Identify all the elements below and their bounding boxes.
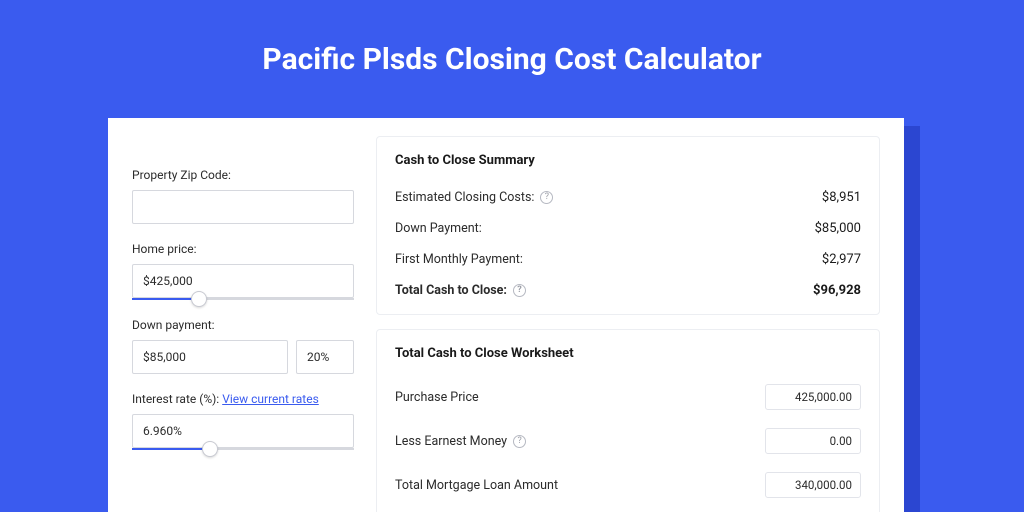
zip-input[interactable] (132, 190, 354, 224)
summary-row-label: Estimated Closing Costs: (395, 190, 534, 205)
summary-row-value: $2,977 (822, 252, 861, 267)
summary-total-value: $96,928 (813, 283, 861, 298)
summary-row-label: First Monthly Payment: (395, 252, 523, 267)
down-payment-input[interactable] (132, 340, 288, 374)
worksheet-row-label: Purchase Price (395, 390, 479, 405)
purchase-price-input[interactable] (765, 384, 861, 410)
interest-rate-field-group: Interest rate (%): View current rates (132, 392, 354, 450)
worksheet-title: Total Cash to Close Worksheet (395, 346, 861, 361)
home-price-slider[interactable] (132, 298, 354, 300)
home-price-input[interactable] (132, 264, 354, 298)
worksheet-row: Less Earnest Money ? (395, 419, 861, 463)
page: Pacific Plsds Closing Cost Calculator Pr… (0, 0, 1024, 512)
interest-rate-label: Interest rate (%): View current rates (132, 392, 354, 406)
help-icon[interactable]: ? (513, 284, 526, 297)
summary-total-row: Total Cash to Close: ? $96,928 (395, 275, 861, 306)
earnest-money-input[interactable] (765, 428, 861, 454)
interest-rate-input[interactable] (132, 414, 354, 448)
worksheet-row: Purchase Price (395, 375, 861, 419)
worksheet-row-label: Less Earnest Money (395, 434, 507, 449)
view-rates-link[interactable]: View current rates (222, 392, 319, 406)
inputs-column: Property Zip Code: Home price: Down paym… (132, 136, 354, 500)
summary-total-label: Total Cash to Close: (395, 283, 507, 298)
summary-row-label: Down Payment: (395, 221, 482, 236)
summary-title: Cash to Close Summary (395, 153, 861, 168)
down-payment-field-group: Down payment: (132, 318, 354, 374)
worksheet-row: Total Mortgage Loan Amount (395, 463, 861, 507)
interest-rate-slider-fill (132, 448, 210, 450)
summary-row: First Monthly Payment: $2,977 (395, 244, 861, 275)
interest-rate-slider[interactable] (132, 448, 354, 450)
summary-row-value: $85,000 (815, 221, 861, 236)
home-price-field-group: Home price: (132, 242, 354, 300)
home-price-slider-fill (132, 298, 199, 300)
interest-rate-label-text: Interest rate (%): (132, 392, 222, 406)
results-column: Cash to Close Summary Estimated Closing … (376, 136, 880, 500)
summary-row: Down Payment: $85,000 (395, 213, 861, 244)
help-icon[interactable]: ? (540, 191, 553, 204)
zip-label: Property Zip Code: (132, 168, 354, 182)
down-payment-label: Down payment: (132, 318, 354, 332)
summary-row-value: $8,951 (822, 190, 861, 205)
help-icon[interactable]: ? (513, 435, 526, 448)
page-title: Pacific Plsds Closing Cost Calculator (0, 0, 1024, 107)
home-price-label: Home price: (132, 242, 354, 256)
mortgage-loan-input[interactable] (765, 472, 861, 498)
worksheet-panel: Total Cash to Close Worksheet Purchase P… (376, 329, 880, 512)
interest-rate-slider-thumb[interactable] (202, 441, 218, 457)
summary-row: Estimated Closing Costs: ? $8,951 (395, 182, 861, 213)
down-payment-pct-input[interactable] (296, 340, 354, 374)
zip-field-group: Property Zip Code: (132, 168, 354, 224)
worksheet-row-label: Total Mortgage Loan Amount (395, 478, 558, 493)
calculator-card: Property Zip Code: Home price: Down paym… (108, 118, 904, 512)
home-price-slider-thumb[interactable] (191, 291, 207, 307)
summary-panel: Cash to Close Summary Estimated Closing … (376, 136, 880, 315)
